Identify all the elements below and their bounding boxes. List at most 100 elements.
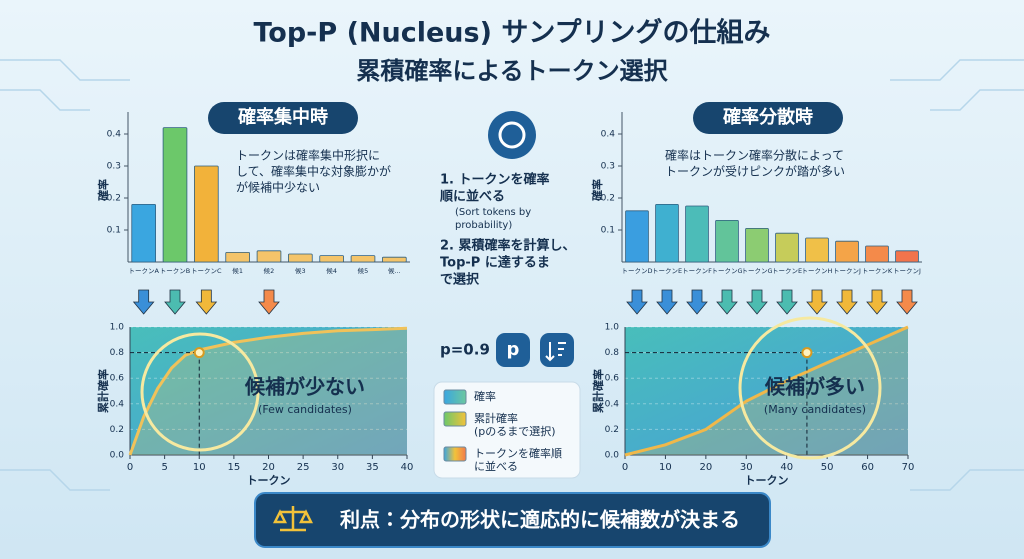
legend-swatch (443, 411, 467, 427)
bar (685, 205, 709, 263)
y-tick-label: 1.0 (110, 323, 125, 333)
logo-icon (488, 111, 536, 159)
bar (655, 203, 679, 263)
x-tick-label: 40 (780, 462, 793, 473)
x-tick-label: トークンB (160, 267, 190, 275)
x-tick-label: トークンK (862, 267, 893, 275)
bar (865, 245, 889, 263)
bar (895, 250, 919, 263)
legend-text: 累計確率 (474, 411, 518, 425)
highlight-ring (738, 316, 882, 460)
sort-glyph (545, 342, 566, 362)
y-tick-label: 0.2 (107, 194, 121, 204)
x-tick-label: 40 (401, 462, 414, 473)
y-tick-label: 0.3 (601, 162, 615, 172)
legend-box (433, 381, 581, 479)
bar (131, 203, 156, 263)
p-label: p=0.9 (440, 341, 490, 359)
bar (745, 227, 769, 263)
x-tick-label: トークンG (741, 267, 772, 275)
x-tick-label: 20 (262, 462, 275, 473)
arrow (776, 289, 798, 315)
annotation: して、確率集中な対象膨かが (236, 164, 391, 179)
x-tick-label: 60 (861, 462, 874, 473)
y-tick-label: 0.4 (110, 399, 125, 409)
annotation: 確率はトークン確率分散によって (665, 148, 844, 163)
x-tick-label: 0 (127, 462, 133, 473)
arrow (746, 289, 768, 315)
x-tick-label: 25 (297, 462, 310, 473)
title: Top-P (Nucleus) サンプリングの仕組み (253, 17, 770, 49)
step-text: Top-P に達するま (440, 255, 550, 271)
y-axis-label: 累計確率 (591, 369, 605, 413)
x-tick-label: 15 (228, 462, 241, 473)
annotation: 候補が少ない (244, 375, 365, 399)
arrow (836, 289, 858, 315)
y-tick-label: 0.6 (110, 374, 125, 384)
x-tick-label: トークンJ (833, 267, 861, 275)
x-axis-label: トークン (247, 474, 291, 487)
y-tick-label: 0.1 (601, 226, 615, 236)
p-icon (496, 333, 530, 367)
sort-icon (540, 333, 574, 367)
logo-icon (498, 121, 526, 149)
step-text: 1. トークンを確率 (440, 172, 550, 188)
subtitle: 累積確率によるトークン選択 (356, 57, 668, 85)
y-tick-label: 0.1 (107, 226, 121, 236)
footer-box (254, 492, 771, 548)
step-note: (Sort tokens by (455, 207, 531, 218)
annotation: (Few candidates) (258, 403, 352, 416)
legend-text: (pのるまで選択) (474, 424, 556, 438)
y-axis-label: 累計確率 (96, 369, 110, 413)
x-tick-label: トークンJ (893, 267, 921, 275)
p-icon-glyph: p (507, 339, 520, 360)
x-tick-label: トークンF (682, 267, 712, 275)
legend-text: 確率 (474, 390, 496, 403)
scale-icon (272, 506, 314, 532)
y-tick-label: 0.3 (107, 162, 121, 172)
circuit-lines (0, 59, 1024, 491)
x-tick-label: トークンH (802, 267, 833, 275)
step-text: 順に並べる (440, 189, 505, 205)
y-axis-label: 確率 (590, 179, 604, 202)
x-tick-label: 10 (659, 462, 672, 473)
y-tick-label: 0.0 (110, 451, 125, 461)
x-tick-label: トークンG (711, 267, 742, 275)
bar (835, 240, 859, 263)
bar (775, 232, 799, 263)
y-tick-label: 1.0 (605, 323, 620, 333)
bar (382, 256, 407, 263)
x-tick-label: 候5 (358, 266, 369, 275)
bar (162, 127, 188, 263)
line (128, 326, 408, 456)
x-tick-label: 50 (821, 462, 834, 473)
y-tick-label: 0.4 (605, 399, 620, 409)
y-tick-label: 0.4 (601, 130, 616, 140)
legend-text: に並べる (474, 459, 518, 473)
annotation: トークンは確率集中形択に (236, 148, 380, 163)
y-tick-label: 0.2 (605, 425, 619, 435)
arrow (132, 289, 155, 315)
header-pill (693, 102, 843, 134)
y-tick-label: 0.2 (601, 194, 615, 204)
x-tick-label: 0 (622, 462, 628, 473)
arrow (626, 289, 648, 315)
bar (288, 253, 313, 263)
step-text: で選択 (440, 272, 480, 288)
bar (625, 210, 649, 263)
highlight-ring (140, 332, 260, 452)
x-tick-label: 10 (193, 462, 206, 473)
x-tick-label: トークンA (128, 267, 159, 275)
header-pill (208, 102, 358, 134)
arrow (806, 289, 828, 315)
x-tick-label: 5 (161, 462, 167, 473)
x-axis-label: トークン (745, 474, 789, 487)
x-tick-label: 候... (388, 266, 401, 275)
x-tick-label: 候1 (232, 266, 243, 275)
legend-swatch (443, 389, 467, 405)
highlight-point (801, 347, 813, 359)
arrow (258, 289, 280, 315)
y-tick-label: 0.6 (605, 374, 620, 384)
annotation: (Many candidates) (764, 403, 866, 416)
